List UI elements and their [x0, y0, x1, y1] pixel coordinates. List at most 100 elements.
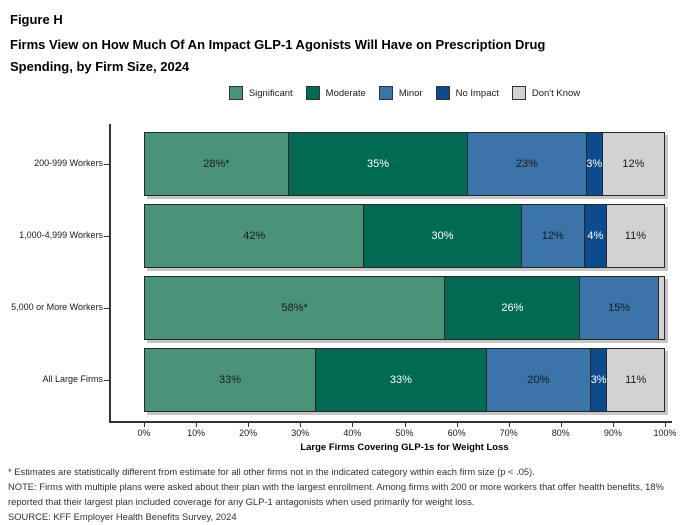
bar-value-label: 33% — [218, 374, 241, 386]
bar-segment-moderate: 35% — [287, 133, 468, 195]
bar-segment-minor: 20% — [485, 349, 590, 411]
legend-item-moderate: Moderate — [305, 86, 366, 100]
bar-value-label: 23% — [515, 158, 538, 170]
legend-label: No Impact — [455, 87, 499, 99]
x-axis-tick-label: 40% — [343, 428, 362, 438]
y-axis-tick — [104, 164, 110, 165]
x-axis-tick — [456, 422, 458, 427]
legend-swatch — [305, 86, 320, 100]
bar-value-label: 58%* — [281, 302, 308, 314]
bar-segment-no-impact: 3% — [589, 349, 607, 411]
y-axis-tick — [104, 308, 110, 309]
bar-value-label: 12% — [541, 230, 564, 242]
bar-segment-no-impact: 3% — [585, 133, 603, 195]
bar-value-label: 11% — [624, 230, 646, 242]
legend-item-no-impact: No Impact — [435, 86, 499, 100]
x-axis-tick — [560, 422, 562, 427]
footnote-source: SOURCE: KFF Employer Health Benefits Sur… — [8, 511, 237, 522]
x-axis-tick — [404, 422, 406, 427]
bar-value-label: 3% — [590, 374, 607, 386]
bar-value-label: 33% — [389, 374, 412, 386]
bar-segment-moderate: 30% — [363, 205, 521, 267]
bar-row: 58%* 26% 15% — [144, 276, 665, 340]
figure-title-line1: Firms View on How Much Of An Impact GLP-… — [10, 37, 546, 52]
footnote-note: NOTE: Firms with multiple plans were ask… — [8, 481, 664, 507]
bar-segment-significant: 28%* — [145, 133, 288, 195]
y-axis-label: 200-999 Workers — [34, 158, 103, 168]
y-axis-line — [109, 124, 111, 422]
bar-value-label: 26% — [501, 302, 524, 314]
x-axis-line — [109, 421, 672, 423]
y-axis-label: All Large Firms — [42, 374, 103, 384]
x-axis-tick — [612, 422, 614, 427]
figure-title: Firms View on How Much Of An Impact GLP-… — [10, 34, 690, 78]
bar-value-label: 15% — [608, 302, 631, 314]
bar-segment-moderate: 26% — [444, 277, 580, 339]
x-axis-tick — [196, 422, 198, 427]
y-axis-tick — [104, 380, 110, 381]
legend-swatch — [378, 86, 393, 100]
x-axis-tick — [248, 422, 250, 427]
bar-value-label: 30% — [431, 230, 454, 242]
legend-label: Moderate — [325, 87, 366, 99]
x-axis-tick-label: 10% — [187, 428, 206, 438]
x-axis-tick-label: 60% — [447, 428, 466, 438]
bar-row: 42% 30% 12% 4% 11% — [144, 204, 665, 268]
bar-segment-moderate: 33% — [314, 349, 486, 411]
legend-item-don-t-know: Don't Know — [511, 86, 581, 100]
x-axis-tick-label: 30% — [291, 428, 310, 438]
legend-swatch — [435, 86, 450, 100]
figure-label: Figure H — [10, 12, 63, 27]
bar-segment-minor: 15% — [579, 277, 658, 339]
x-axis-tick-label: 80% — [551, 428, 570, 438]
bar-segment-significant: 42% — [145, 205, 364, 267]
bar-segment-don-t-know — [657, 277, 664, 339]
bar-segment-minor: 23% — [467, 133, 586, 195]
legend-swatch — [228, 86, 243, 100]
bar-value-label: 35% — [366, 158, 390, 170]
bar-segment-don-t-know: 12% — [601, 133, 664, 195]
x-axis-tick — [352, 422, 354, 427]
x-axis-tick-label: 50% — [395, 428, 414, 438]
x-axis-tick — [665, 422, 666, 427]
x-axis-tick-label: 20% — [239, 428, 258, 438]
bar-segment-significant: 33% — [145, 349, 315, 411]
x-axis-tick-label: 100% — [653, 428, 677, 438]
bar-row: 33% 33% 20% 3% 11% — [144, 348, 665, 412]
header: Figure H Firms View on How Much Of An Im… — [10, 12, 690, 78]
bar-value-label: 11% — [625, 374, 647, 386]
legend-swatch — [511, 86, 526, 100]
y-axis-tick — [104, 236, 110, 237]
bar-value-label: 20% — [527, 374, 550, 386]
figure-title-line2: Spending, by Firm Size, 2024 — [10, 59, 190, 74]
legend-item-minor: Minor — [378, 86, 423, 100]
footnotes: * Estimates are statistically different … — [8, 464, 694, 524]
bar-value-label: 42% — [243, 230, 266, 242]
bar-segment-minor: 12% — [520, 205, 584, 267]
legend-label: Significant — [248, 87, 293, 99]
bar-value-label: 28%* — [203, 158, 230, 170]
x-axis-tick-label: 0% — [137, 428, 151, 438]
bar-segment-don-t-know: 11% — [606, 349, 665, 411]
x-axis-tick-label: 90% — [603, 428, 622, 438]
bar-segment-significant: 58%* — [145, 277, 445, 339]
footnote-significance: * Estimates are statistically different … — [8, 466, 535, 477]
bar-value-label: 12% — [622, 158, 645, 170]
x-axis-tick — [508, 422, 510, 427]
bar-segment-no-impact: 4% — [583, 205, 606, 267]
legend-label: Don't Know — [531, 87, 581, 99]
legend-label: Minor — [398, 87, 423, 99]
bar-value-label: 3% — [586, 158, 603, 170]
x-axis-tick — [300, 422, 302, 427]
y-axis-label: 5,000 or More Workers — [11, 302, 103, 312]
bar-value-label: 4% — [587, 230, 604, 242]
x-axis-tick — [144, 422, 145, 427]
legend: Significant Moderate Minor No Impact Don't K… — [144, 84, 665, 102]
x-axis-title: Large Firms Covering GLP-1s for Weight L… — [300, 442, 509, 453]
bar-segment-don-t-know: 11% — [605, 205, 664, 267]
bar-row: 28%* 35% 23% 3% 12% — [144, 132, 665, 196]
x-axis-tick-label: 70% — [499, 428, 518, 438]
y-axis-label: 1,000-4,999 Workers — [19, 230, 103, 240]
legend-item-significant: Significant — [228, 86, 293, 100]
